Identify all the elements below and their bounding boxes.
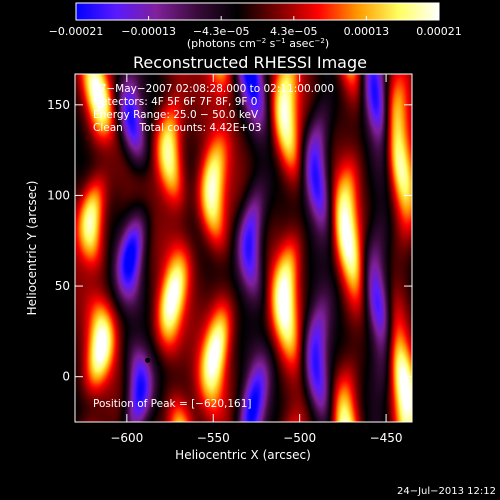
- y-tick-label: 50: [55, 279, 70, 293]
- y-axis-label: Heliocentric Y (arcsec): [25, 181, 39, 316]
- colorbar-tick-label: −4.3e−05: [193, 25, 250, 38]
- chart-title: Reconstructed RHESSI Image: [133, 53, 367, 72]
- colorbar-tick-label: 4.3e−05: [270, 25, 317, 38]
- colorbar-units: (photons cm−2 s−1 asec−2): [187, 37, 329, 50]
- y-tick-label: 150: [47, 98, 70, 112]
- colorbar-ticks: [75, 16, 440, 20]
- x-tick-label: −550: [197, 431, 230, 445]
- x-tick-label: −500: [283, 431, 316, 445]
- colorbar-tick-label: −0.00021: [49, 25, 104, 38]
- footer-date: 24−Jul−2013 12:12: [397, 486, 496, 497]
- annotation-detectors: Detectors: 4F 5F 6F 7F 8F, 9F 0: [93, 96, 257, 108]
- peak-marker: [145, 357, 151, 363]
- annotation-time-range: 17−May−2007 02:08:28.000 to 02:11:00.000: [93, 83, 334, 95]
- x-tick-label: −450: [370, 431, 403, 445]
- y-tick-label: 0: [62, 370, 70, 384]
- colorbar-tick-label: 0.00021: [416, 25, 462, 38]
- plot-frame: [74, 73, 413, 423]
- annotation-clean-counts: Clean Total counts: 4.42E+03: [93, 122, 262, 134]
- colorbar-tick-label: −0.00013: [121, 25, 176, 38]
- colorbar: [75, 2, 440, 21]
- colorbar-tick-labels: −0.00021 −0.00013 −4.3e−05 4.3e−05 0.00013 0.…: [49, 25, 462, 38]
- annotation-energy-range: Energy Range: 25.0 − 50.0 keV: [93, 109, 259, 121]
- y-tick-label: 100: [47, 188, 70, 202]
- x-tick-label: −600: [110, 431, 143, 445]
- peak-position-label: Position of Peak = [−620,161]: [93, 398, 252, 410]
- heatmap-image: [75, 74, 412, 422]
- colorbar-tick-label: 0.00013: [344, 25, 390, 38]
- y-axis-ticks: 0 50 100 150: [47, 98, 412, 384]
- x-axis-label: Heliocentric X (arcsec): [175, 448, 311, 462]
- x-axis-ticks: −600 −550 −500 −450: [110, 74, 403, 445]
